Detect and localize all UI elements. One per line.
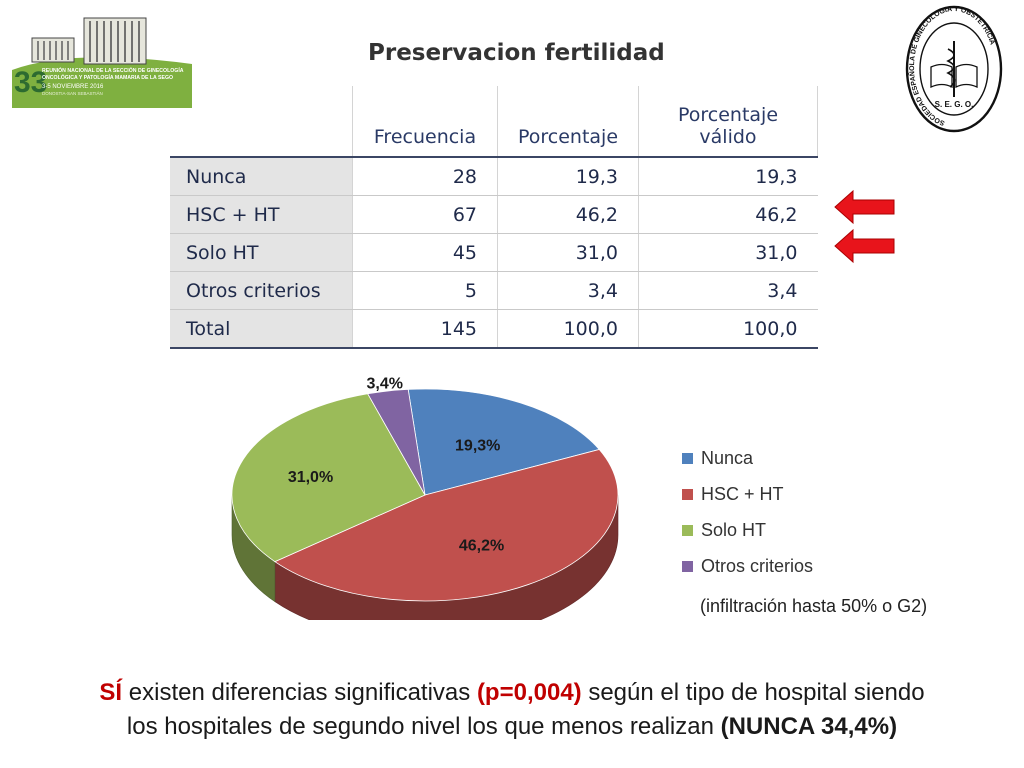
cell-porcentaje-valido: 3,4	[638, 271, 818, 310]
legend-item-hsc-ht: HSC + HT	[682, 476, 813, 512]
table-row: HSC + HT 67 46,2 46,2	[170, 195, 818, 234]
legend-label: HSC + HT	[701, 483, 784, 504]
conference-logo: 33 REUNIÓN NACIONAL DE LA SECCIÓN DE GIN…	[12, 17, 192, 108]
table-row-total: Total 145 100,0 100,0	[170, 309, 818, 349]
cell-porcentaje: 19,3	[497, 157, 639, 196]
header-frecuencia: Frecuencia	[352, 86, 498, 157]
cell-frecuencia: 67	[352, 195, 498, 234]
cell-porcentaje-valido: 19,3	[638, 157, 818, 196]
header-porcentaje-valido: Porcentaje válido	[638, 86, 818, 157]
conclusion-part5: los hospitales de segundo nivel los que …	[126, 713, 721, 740]
caduceus-book-icon	[930, 41, 978, 97]
conclusion-pvalue: (p=0,004)	[476, 679, 582, 706]
legend-swatch	[682, 452, 693, 464]
legend-swatch	[682, 524, 693, 536]
legend-swatch	[682, 488, 693, 500]
logo-line1: REUNIÓN NACIONAL DE LA SECCIÓN DE GINECO…	[42, 66, 184, 74]
cell-porcentaje: 46,2	[497, 195, 639, 234]
frequency-table: Frecuencia Porcentaje Porcentaje válido N…	[170, 86, 818, 349]
table-row: Solo HT 45 31,0 31,0	[170, 233, 818, 272]
logo-city: DONOSTIA-SAN SEBASTIÁN	[42, 90, 103, 96]
table-row: Nunca 28 19,3 19,3	[170, 157, 818, 196]
conclusion-si: SÍ	[99, 679, 123, 706]
legend-item-otros-criterios: Otros criterios	[682, 548, 813, 584]
header-porcentaje: Porcentaje	[497, 86, 639, 157]
cell-porcentaje-valido: 100,0	[638, 309, 818, 349]
pie-slice-otros-criterios	[367, 388, 426, 496]
table-row: Otros criterios 5 3,4 3,4	[170, 271, 818, 310]
legend-item-nunca: Nunca	[682, 440, 813, 476]
data-label-hsc-ht: 46,2%	[459, 537, 504, 554]
conclusion-text: SÍ existen diferencias significativas (p…	[30, 676, 994, 744]
data-label-nunca: 19,3%	[455, 437, 500, 454]
cell-frecuencia: 5	[352, 271, 498, 310]
table-header-blank	[170, 86, 353, 157]
cell-porcentaje-valido: 46,2	[638, 195, 818, 234]
chart-legend: Nunca HSC + HT Solo HT Otros criterios	[682, 440, 813, 584]
logo-line2: ONCOLÓGICA Y PATOLOGÍA MAMARIA DE LA SEG…	[42, 73, 173, 81]
conclusion-part4: según el tipo de hospital siendo	[581, 679, 925, 706]
data-label-otros-criterios: 3,4%	[367, 376, 403, 393]
legend-label: Solo HT	[701, 519, 767, 540]
legend-label: Otros criterios	[701, 555, 814, 576]
pie-slice-solo-ht	[231, 393, 426, 563]
pie-slice-hsc-ht	[274, 448, 619, 602]
row-label: Solo HT	[170, 233, 353, 272]
legend-swatch	[682, 560, 693, 572]
logo-number: 33	[14, 66, 47, 99]
data-label-solo-ht: 31,0%	[288, 469, 333, 486]
chart-footnote: (infiltración hasta 50% o G2)	[700, 596, 928, 616]
row-label: Nunca	[170, 157, 353, 196]
cell-frecuencia: 28	[352, 157, 498, 196]
table-header-row: Frecuencia Porcentaje Porcentaje válido	[170, 86, 818, 157]
pie-slice-nunca	[407, 388, 600, 496]
row-label: Total	[170, 309, 353, 349]
cell-frecuencia: 45	[352, 233, 498, 272]
cell-porcentaje: 3,4	[497, 271, 639, 310]
seal-acronym: S. E. G. O.	[935, 100, 974, 109]
pie-chart: 19,3% 46,2% 31,0% 3,4%	[231, 376, 619, 620]
conclusion-part2: existen diferencias significativas	[122, 679, 477, 706]
red-arrow-icon	[834, 228, 895, 264]
conclusion-nunca: (NUNCA 34,4%)	[720, 713, 898, 740]
header-porcentaje-valido-line1: Porcentaje	[677, 104, 779, 126]
legend-item-solo-ht: Solo HT	[682, 512, 813, 548]
logo-dates: 3-5 NOVIEMBRE 2016	[42, 84, 104, 90]
legend-label: Nunca	[701, 447, 754, 468]
row-label: Otros criterios	[170, 271, 353, 310]
row-label: HSC + HT	[170, 195, 353, 234]
sego-seal: SOCIEDAD ESPAÑOLA DE GINECOLOGIA Y OBSTE…	[905, 5, 1003, 133]
page-title: Preservacion fertilidad	[368, 40, 665, 66]
cell-porcentaje-valido: 31,0	[638, 233, 818, 272]
header-porcentaje-valido-line2: válido	[699, 126, 757, 148]
cell-porcentaje: 100,0	[497, 309, 639, 349]
cell-porcentaje: 31,0	[497, 233, 639, 272]
cell-frecuencia: 145	[352, 309, 498, 349]
red-arrow-icon	[834, 189, 895, 225]
